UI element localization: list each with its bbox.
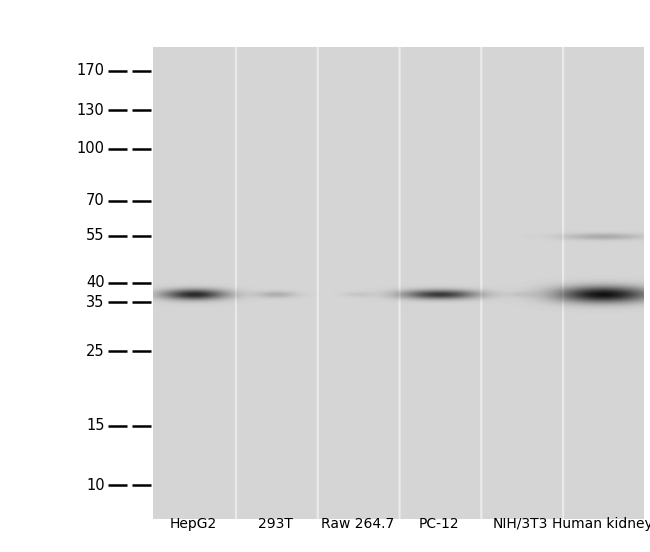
Text: Human kidney: Human kidney (552, 517, 650, 530)
Text: 40: 40 (86, 275, 105, 290)
Text: NIH/3T3: NIH/3T3 (493, 517, 549, 530)
Text: 293T: 293T (258, 517, 293, 530)
Text: 10: 10 (86, 477, 105, 493)
Text: 70: 70 (86, 193, 105, 208)
Text: 35: 35 (86, 295, 105, 310)
Text: 15: 15 (86, 418, 105, 433)
Text: 170: 170 (77, 63, 105, 78)
Text: 130: 130 (77, 103, 105, 118)
Text: HepG2: HepG2 (170, 517, 217, 530)
Text: 100: 100 (77, 141, 105, 156)
Text: 55: 55 (86, 229, 105, 243)
Text: Raw 264.7: Raw 264.7 (320, 517, 394, 530)
Text: PC-12: PC-12 (419, 517, 460, 530)
Text: 25: 25 (86, 344, 105, 359)
